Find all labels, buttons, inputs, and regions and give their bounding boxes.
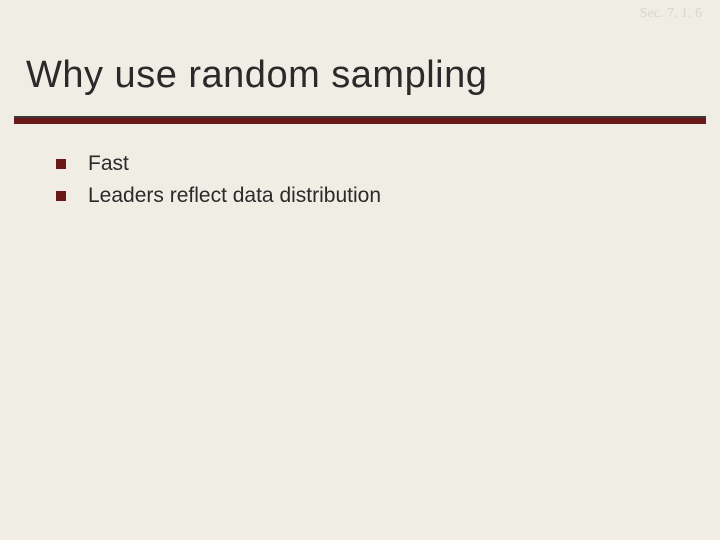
bullet-text: Fast	[88, 152, 129, 176]
list-item: Leaders reflect data distribution	[56, 184, 381, 208]
bullet-square-icon	[56, 191, 66, 201]
slide-title: Why use random sampling	[26, 54, 487, 97]
bullet-text: Leaders reflect data distribution	[88, 184, 381, 208]
section-label: Sec. 7. 1. 6	[640, 6, 702, 22]
list-item: Fast	[56, 152, 381, 176]
title-divider	[14, 116, 706, 124]
bullet-list: Fast Leaders reflect data distribution	[56, 152, 381, 216]
bullet-square-icon	[56, 159, 66, 169]
